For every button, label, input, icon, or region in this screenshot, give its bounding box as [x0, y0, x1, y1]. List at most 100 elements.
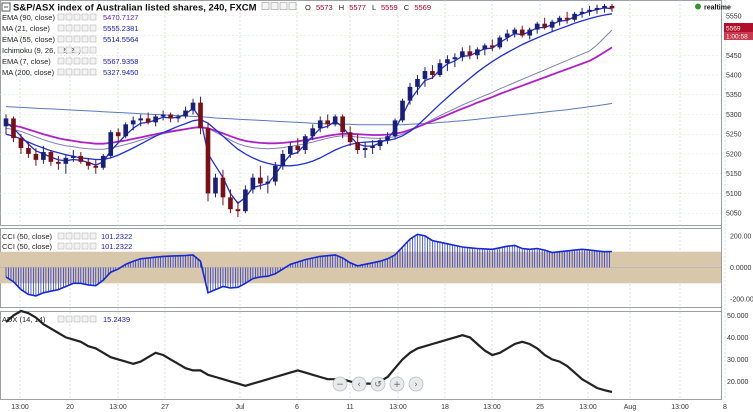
legend-tool-icon[interactable]: [57, 13, 65, 21]
navigation-controls[interactable]: − ‹ ↺ + ›: [332, 376, 424, 392]
candle-body: [153, 116, 158, 123]
legend-tool-icon[interactable]: [89, 232, 97, 240]
candle-body: [564, 17, 570, 20]
adx-axis: 50.000 40.000 30.000 20.000: [727, 313, 749, 386]
legend-tool-icon[interactable]: [81, 242, 89, 250]
legend-tool-icon[interactable]: [73, 13, 81, 21]
candle-body: [355, 142, 360, 150]
time-tick-label: Jul: [236, 404, 245, 411]
candle-body: [265, 181, 271, 184]
price-tick-label: 5100: [726, 191, 742, 198]
legend-tool-icon[interactable]: [89, 315, 97, 323]
candle-body: [549, 21, 555, 28]
candle-body: [250, 177, 256, 190]
legend-tool-icon[interactable]: [65, 13, 73, 21]
forward-icon-glyph: ›: [414, 380, 418, 390]
legend-tool-icon[interactable]: [89, 242, 97, 250]
legend-tool-icon[interactable]: [57, 35, 65, 43]
candle-body: [407, 86, 413, 101]
legend-tool-icon[interactable]: [81, 232, 89, 240]
candle-body: [273, 165, 278, 182]
legend-tool-icon[interactable]: [73, 315, 81, 323]
legend-tool-icon[interactable]: [65, 68, 73, 76]
legend-tool-icon[interactable]: [81, 315, 89, 323]
open-value: 5573: [316, 3, 333, 12]
legend-tool-icon[interactable]: [89, 13, 97, 21]
indicator-label: MA (21, close): [2, 24, 50, 33]
time-tick-label: 11: [346, 404, 353, 411]
indicator-label: EMA (90, close): [2, 13, 55, 22]
candle-body: [542, 23, 547, 28]
time-tick-label: 13:00: [109, 404, 127, 411]
legend-tool-icon[interactable]: [81, 57, 89, 65]
legend-tool-icon[interactable]: [57, 242, 65, 250]
legend-tool-icon[interactable]: [81, 46, 89, 54]
ema55-line: [5, 29, 613, 150]
legend-tool-icon[interactable]: [65, 24, 73, 32]
candle-body: [243, 189, 248, 212]
legend-tool-icon[interactable]: [89, 57, 97, 65]
indicator-value: 5514.5564: [103, 35, 138, 44]
legend-tool-icon[interactable]: [65, 35, 73, 43]
legend-tool-icon[interactable]: [65, 242, 73, 250]
header-tool-icon[interactable]: [261, 2, 270, 10]
cci-legends: CCI (50, close) 101.2322 CCI (50, close) 10…: [2, 232, 132, 251]
legend-tool-icon[interactable]: [57, 68, 65, 76]
time-tick-label: 13:00: [11, 404, 29, 411]
reset-icon[interactable]: [370, 376, 386, 392]
indicator-value: 5555.2381: [103, 24, 138, 33]
high-label: H: [339, 3, 344, 12]
legend-tool-icon[interactable]: [65, 232, 73, 240]
legend-tool-icon[interactable]: [73, 24, 81, 32]
indicator-value: 5567.9358: [103, 57, 138, 66]
time-tick-label: 13:00: [389, 404, 407, 411]
legend-tool-icon[interactable]: [57, 57, 65, 65]
header-tool-icon[interactable]: [270, 2, 279, 10]
plus-icon[interactable]: [389, 376, 405, 392]
candle-body: [3, 118, 9, 127]
legend-tool-icon[interactable]: [57, 46, 65, 54]
legend-tool-icon[interactable]: [81, 13, 89, 21]
candle-body: [108, 132, 114, 156]
legend-tool-icon[interactable]: [73, 57, 81, 65]
legend-tool-icon[interactable]: [65, 57, 73, 65]
candle-body: [228, 197, 233, 210]
legend-tool-icon[interactable]: [81, 35, 89, 43]
legend-tool-icon[interactable]: [65, 315, 73, 323]
candle-body: [527, 29, 533, 36]
minus-icon[interactable]: [332, 376, 348, 392]
legend-tool-icon[interactable]: [89, 68, 97, 76]
header-icons[interactable]: [261, 2, 297, 10]
legend-tool-icon[interactable]: [89, 46, 97, 54]
legend-tool-icon[interactable]: [89, 24, 97, 32]
legend-tool-icon[interactable]: [73, 46, 81, 54]
legend-tool-icon[interactable]: [81, 68, 89, 76]
forward-icon[interactable]: [408, 376, 424, 392]
legend-tool-icon[interactable]: [57, 232, 65, 240]
candle-body: [198, 102, 203, 129]
legend-tool-icon[interactable]: [89, 35, 97, 43]
price-tick-label: 5450: [726, 53, 742, 60]
header-tool-icon[interactable]: [279, 2, 288, 10]
back-icon[interactable]: [351, 376, 367, 392]
candle-body: [430, 71, 435, 75]
candle-body: [18, 138, 24, 149]
moving-average-lines: [5, 7, 613, 205]
candle-body: [190, 102, 196, 111]
candle-body: [602, 5, 607, 8]
legend-tool-icon[interactable]: [73, 242, 81, 250]
legend-tool-icon[interactable]: [73, 232, 81, 240]
close-label: C: [404, 3, 410, 12]
cci-axis: 200.00 0.0000 -200.00: [730, 233, 753, 303]
legend-tool-icon[interactable]: [73, 35, 81, 43]
candle-body: [295, 146, 301, 150]
legend-tool-icon[interactable]: [73, 68, 81, 76]
cci-value: 101.2322: [101, 242, 132, 251]
minus-icon-glyph: −: [336, 380, 344, 390]
legend-tool-icon[interactable]: [81, 24, 89, 32]
header-tool-icon[interactable]: [288, 2, 297, 10]
legend-tool-icon[interactable]: [65, 46, 73, 54]
legend-tool-icon[interactable]: [57, 315, 65, 323]
legend-tool-icon[interactable]: [57, 24, 65, 32]
candle-body: [422, 71, 428, 79]
